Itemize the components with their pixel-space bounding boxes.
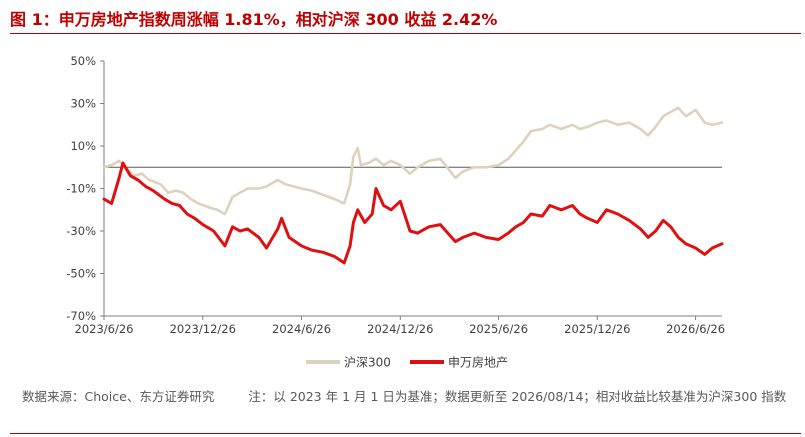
series-line-hs300 bbox=[102, 106, 724, 216]
y-tick-label: 30% bbox=[70, 97, 96, 111]
chart-title: 图 1：申万房地产指数周涨幅 1.81%，相对沪深 300 收益 2.42% bbox=[10, 10, 498, 29]
y-tick-label: 50% bbox=[70, 54, 96, 68]
axes: 50% 30% 10% -10% -30% -50% -70%2023/6/26 2023/1… bbox=[66, 54, 725, 336]
x-tick-label: 2024/12/26 bbox=[367, 322, 433, 336]
footer: 数据来源：Choice、东方证券研究 注：以 2023 年 1 月 1 日为基准；… bbox=[22, 388, 792, 406]
y-tick-label: -50% bbox=[66, 267, 96, 281]
x-tick-label: 2026/6/26 bbox=[666, 322, 725, 336]
title-rule bbox=[10, 33, 801, 34]
data-source: 数据来源：Choice、东方证券研究 bbox=[22, 389, 215, 404]
x-tick-label: 2023/6/26 bbox=[75, 322, 134, 336]
x-tick-label: 2024/6/26 bbox=[272, 322, 331, 336]
footnote: 注：以 2023 年 1 月 1 日为基准；数据更新至 2026/08/14；相… bbox=[248, 389, 787, 404]
y-tick-label: -30% bbox=[66, 224, 96, 238]
legend-label-hs300: 沪深300 bbox=[344, 356, 391, 370]
line-chart: 50% 30% 10% -10% -30% -50% -70%2023/6/26 2023/1… bbox=[66, 54, 725, 370]
legend-label-realestate: 申万房地产 bbox=[448, 355, 508, 370]
y-tick-label: 10% bbox=[70, 139, 96, 153]
x-tick-label: 2023/12/26 bbox=[170, 322, 236, 336]
series-lines bbox=[102, 106, 724, 265]
x-tick-label: 2025/12/26 bbox=[564, 322, 630, 336]
y-tick-label: -10% bbox=[66, 182, 96, 196]
series-line-realestate bbox=[102, 161, 724, 265]
y-tick-label: -70% bbox=[66, 309, 96, 323]
legend: 沪深300 申万房地产 bbox=[306, 355, 508, 370]
bottom-rule bbox=[10, 433, 801, 434]
x-tick-label: 2025/6/26 bbox=[469, 322, 528, 336]
